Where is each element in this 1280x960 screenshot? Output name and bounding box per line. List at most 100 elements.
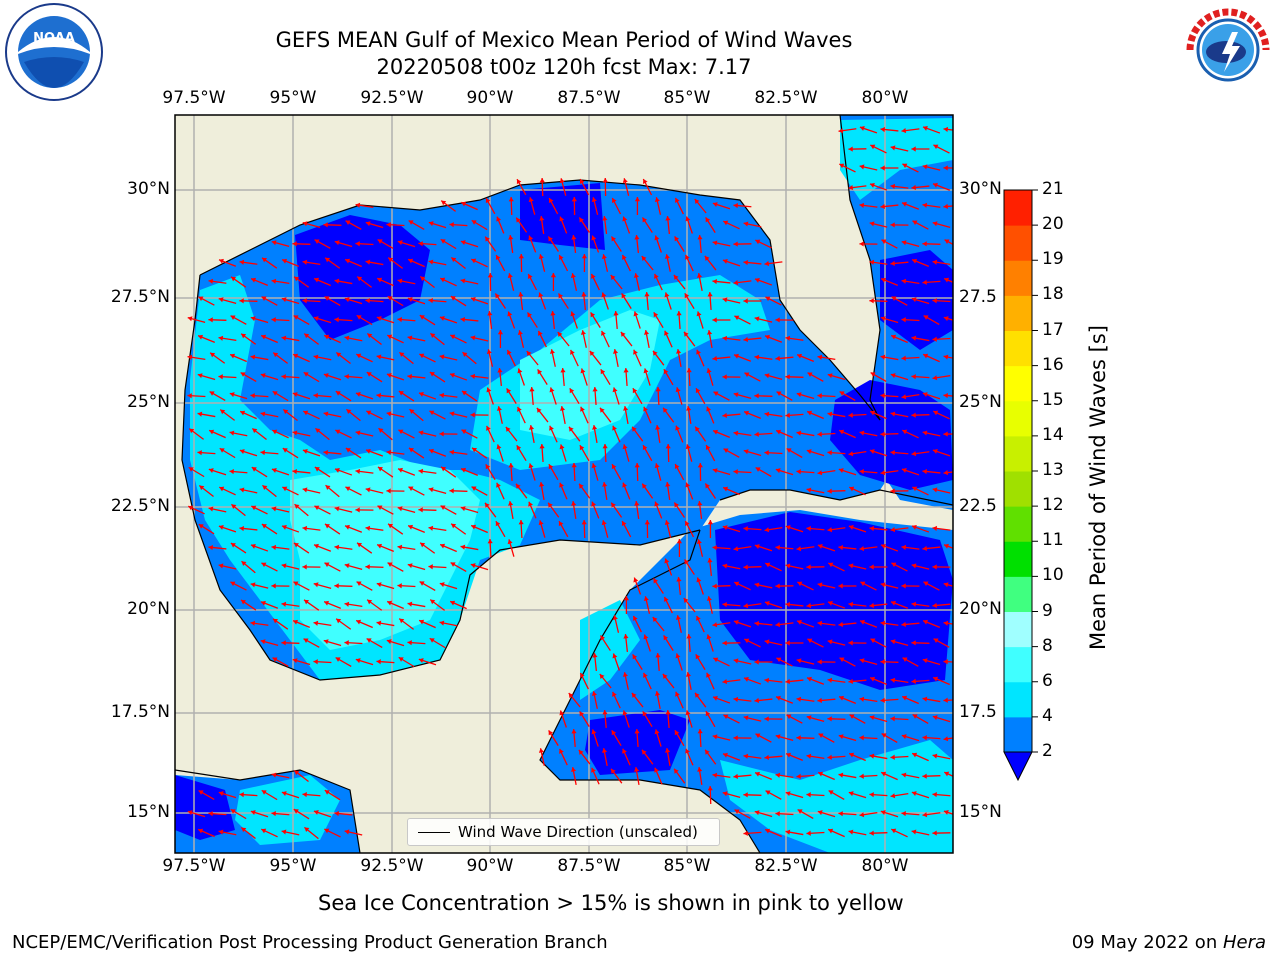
wind-arrow-head (407, 563, 413, 569)
wind-arrow-head (516, 217, 521, 223)
wind-arrow-head (890, 677, 896, 683)
wind-arrow-head (518, 520, 524, 525)
colorbar-level-label: 17 (1042, 319, 1064, 340)
wind-arrow-head (674, 464, 680, 470)
wind-arrow-head (707, 292, 713, 297)
colorbar-level-label: 10 (1042, 565, 1064, 586)
wind-arrow-head (407, 335, 413, 341)
wind-arrow-head (344, 335, 350, 341)
wind-arrow-head (428, 487, 434, 493)
wind-arrow-head (664, 254, 670, 259)
wind-arrow-head (785, 563, 791, 569)
colorbar-swatch (1004, 576, 1032, 612)
wind-arrow-head (569, 388, 575, 394)
wind-arrow-head (881, 733, 887, 738)
lon-tick-top: 82.5°W (754, 88, 818, 108)
wind-arrow-head (684, 293, 690, 299)
wind-arrow-head (911, 791, 917, 796)
wind-arrow-head (891, 562, 897, 568)
wind-arrow-head (302, 449, 308, 454)
wind-arrow-head (344, 297, 350, 303)
wind-arrow-head (705, 749, 710, 755)
wind-arrow-head (911, 678, 916, 684)
wind-arrow-head (538, 330, 543, 336)
wind-arrow-head (559, 710, 565, 716)
wind-arrow-head (665, 444, 671, 449)
lon-tick-top: 87.5°W (557, 88, 621, 108)
wind-arrow-head (674, 730, 680, 736)
wind-arrow-head (407, 297, 413, 302)
wind-arrow-head (471, 220, 477, 225)
wind-arrow-head (707, 786, 713, 791)
wind-arrow-head (460, 544, 466, 550)
wind-arrow-head (589, 350, 595, 356)
wind-arrow-head (943, 470, 949, 476)
wind-arrow-head (507, 311, 513, 317)
wind-arrow-head (817, 810, 823, 816)
wind-arrow-head (450, 296, 456, 301)
wind-arrow-head (506, 388, 512, 394)
wind-arrow-head (345, 486, 351, 492)
wind-arrow-head (632, 426, 637, 432)
wind-arrow-head (517, 330, 523, 335)
wind-arrow-head (880, 582, 886, 588)
wind-arrow-head (579, 445, 585, 451)
wind-arrow-head (706, 634, 712, 640)
wind-arrow-head (260, 450, 265, 456)
wind-arrow-head (764, 677, 770, 683)
wind-arrow-head (485, 198, 491, 204)
wind-arrow-head (335, 657, 341, 662)
colorbar-level-label: 21 (1042, 179, 1064, 199)
wind-arrow-head (386, 411, 392, 417)
wind-arrow-head (601, 520, 607, 526)
wind-arrow-head (754, 620, 759, 627)
wind-arrow-head (707, 520, 713, 525)
wind-arrow-head (366, 638, 372, 643)
wind-arrow-head (859, 658, 865, 664)
wind-arrow-head (754, 393, 759, 399)
wind-arrow-head (901, 544, 907, 550)
wind-arrow-head (838, 772, 844, 778)
wind-arrow-head (859, 430, 865, 436)
wind-arrow-head (230, 353, 236, 359)
wind-arrow-head (548, 730, 554, 736)
wind-arrow-head (764, 716, 769, 722)
wind-arrow-head (231, 276, 237, 282)
wind-arrow-head (365, 221, 371, 227)
wind-arrow-head (252, 428, 258, 434)
wind-arrow-head (743, 715, 749, 721)
wind-arrow-head (901, 811, 906, 817)
wind-arrow-head (601, 330, 606, 336)
wind-arrow-head (923, 619, 929, 625)
wind-arrow-head (580, 406, 585, 412)
wind-arrow-head (922, 468, 927, 475)
wind-arrow-head (549, 349, 555, 354)
wind-arrow-head (428, 259, 434, 265)
wind-arrow-head (570, 273, 576, 278)
lat-tick-right: 15°N (959, 802, 1002, 822)
wind-arrow-head (344, 601, 350, 607)
wind-arrow-head (611, 197, 617, 203)
wind-arrow-head (859, 469, 864, 475)
wind-arrow-head (549, 387, 555, 393)
wind-arrow-head (838, 621, 844, 628)
wind-arrow-head (654, 767, 659, 773)
wind-arrow-head (271, 278, 277, 284)
wind-arrow-head (880, 659, 885, 665)
wind-arrow-head (765, 562, 771, 568)
wind-arrow-head (817, 393, 822, 399)
wind-arrow-head (335, 429, 341, 435)
wind-arrow-head (901, 772, 907, 778)
wind-arrow-head (486, 387, 492, 393)
wind-arrow-head (487, 539, 493, 544)
wind-arrow-head (505, 426, 511, 432)
wind-arrow-head (697, 767, 703, 772)
wind-arrow-head (734, 315, 740, 321)
wind-arrow-head (827, 639, 833, 645)
wind-arrow-head (250, 582, 256, 588)
wind-arrow-head (633, 349, 638, 355)
wind-arrow-head (848, 146, 853, 152)
wind-arrow-head (517, 406, 522, 412)
wind-arrow-head (302, 525, 308, 531)
wind-arrow-head (230, 315, 236, 320)
